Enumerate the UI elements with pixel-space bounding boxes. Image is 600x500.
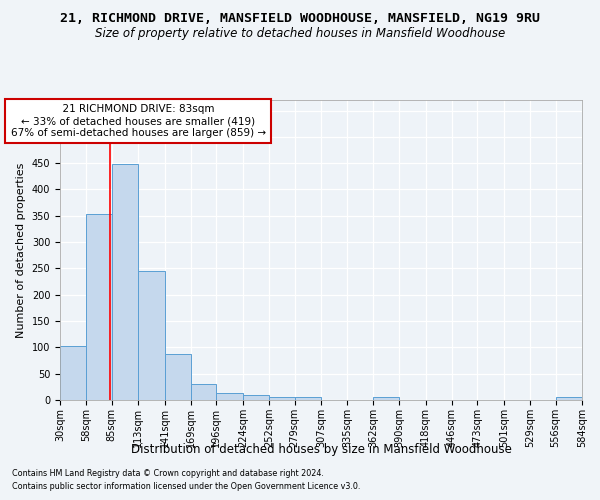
Bar — [556, 398, 582, 400]
Text: 21 RICHMOND DRIVE: 83sqm  
← 33% of detached houses are smaller (419)
67% of sem: 21 RICHMOND DRIVE: 83sqm ← 33% of detach… — [11, 104, 266, 138]
Bar — [373, 397, 399, 400]
Text: 21, RICHMOND DRIVE, MANSFIELD WOODHOUSE, MANSFIELD, NG19 9RU: 21, RICHMOND DRIVE, MANSFIELD WOODHOUSE,… — [60, 12, 540, 26]
Bar — [217, 392, 243, 400]
Y-axis label: Number of detached properties: Number of detached properties — [16, 162, 26, 338]
Text: Size of property relative to detached houses in Mansfield Woodhouse: Size of property relative to detached ho… — [95, 28, 505, 40]
Bar — [295, 398, 321, 400]
Bar — [191, 384, 217, 400]
Text: Contains HM Land Registry data © Crown copyright and database right 2024.: Contains HM Land Registry data © Crown c… — [12, 468, 324, 477]
Bar — [269, 397, 295, 400]
Bar — [164, 354, 191, 400]
Bar — [243, 396, 269, 400]
Bar — [60, 346, 86, 400]
Text: Contains public sector information licensed under the Open Government Licence v3: Contains public sector information licen… — [12, 482, 361, 491]
Text: Distribution of detached houses by size in Mansfield Woodhouse: Distribution of detached houses by size … — [131, 442, 511, 456]
Bar — [112, 164, 138, 400]
Bar — [138, 271, 164, 400]
Bar — [86, 214, 112, 400]
